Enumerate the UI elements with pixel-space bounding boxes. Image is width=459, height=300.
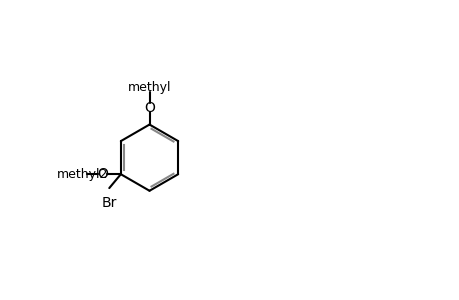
Text: methyl2: methyl2 (56, 168, 108, 181)
Text: O: O (97, 167, 107, 181)
Text: methyl: methyl (128, 81, 171, 94)
Text: Br: Br (101, 196, 117, 210)
Text: O: O (144, 100, 155, 115)
